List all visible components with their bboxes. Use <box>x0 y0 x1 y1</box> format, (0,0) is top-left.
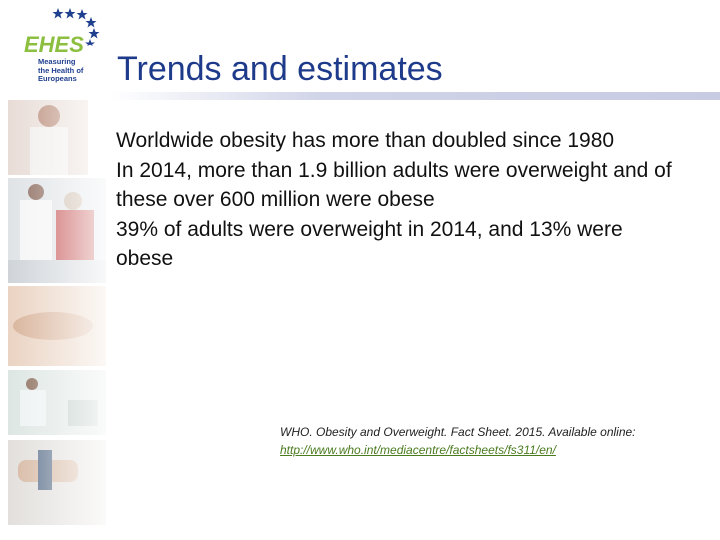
bullet-list: Worldwide obesity has more than doubled … <box>116 126 676 274</box>
logo-tagline: Measuring the Health of Europeans <box>38 57 84 83</box>
stars-arc-icon <box>52 8 100 46</box>
ehes-logo: EHES Measuring the Health of Europeans <box>10 6 102 88</box>
slide-title: Trends and estimates <box>117 50 443 88</box>
bullet-item: In 2014, more than 1.9 billion adults we… <box>116 158 672 212</box>
reference-link[interactable]: http://www.who.int/mediacentre/factsheet… <box>280 443 556 457</box>
bullet-item: 39% of adults were overweight in 2014, a… <box>116 217 623 271</box>
photo-collage-image <box>8 100 106 525</box>
logo-wordmark: EHES <box>24 32 84 57</box>
title-underline <box>110 92 720 100</box>
photo-strip <box>8 100 106 530</box>
bullet-item: Worldwide obesity has more than doubled … <box>116 129 615 152</box>
reference-citation: WHO. Obesity and Overweight. Fact Sheet.… <box>280 423 680 459</box>
reference-text: WHO. Obesity and Overweight. Fact Sheet.… <box>280 425 636 439</box>
